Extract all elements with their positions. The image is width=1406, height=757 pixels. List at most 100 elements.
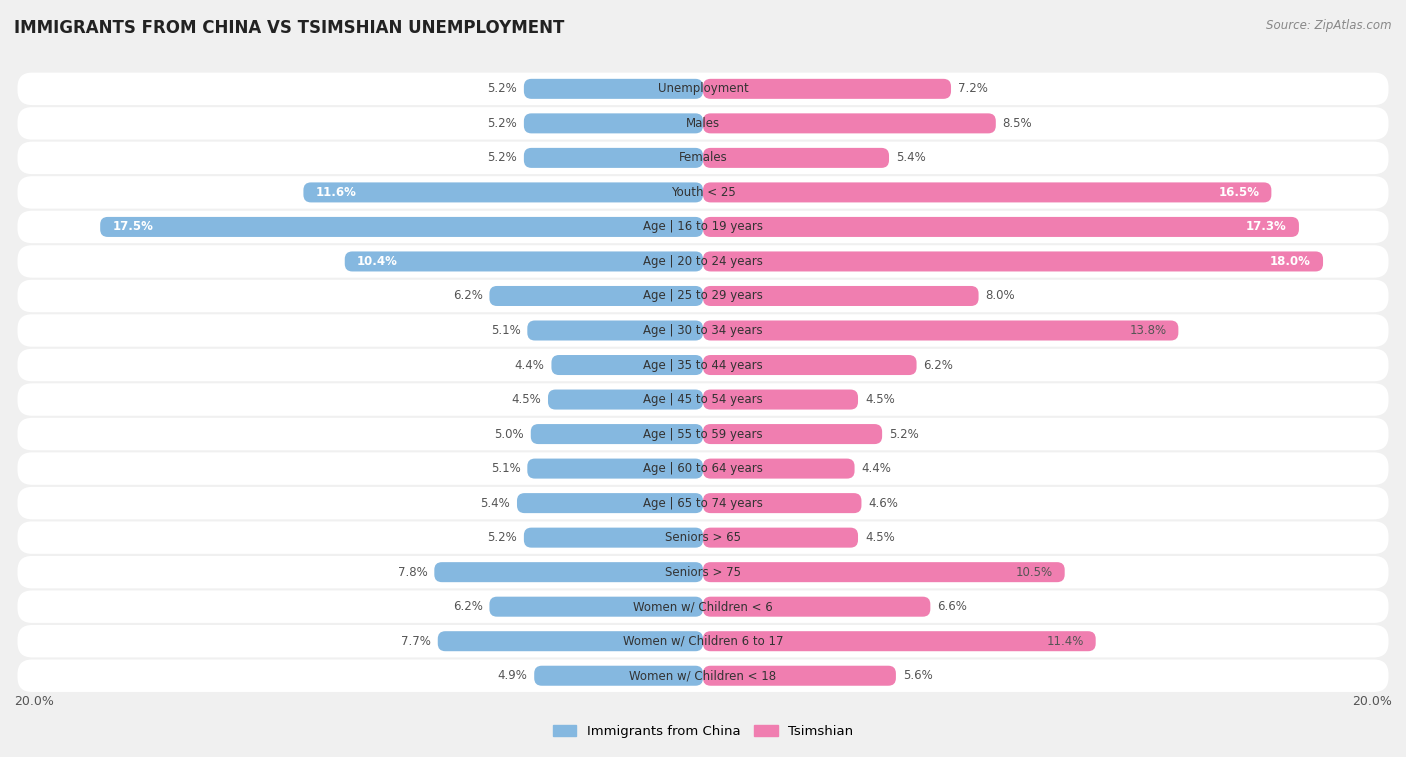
FancyBboxPatch shape xyxy=(703,459,855,478)
FancyBboxPatch shape xyxy=(17,349,1389,382)
Text: 17.5%: 17.5% xyxy=(112,220,153,233)
FancyBboxPatch shape xyxy=(524,528,703,547)
Text: Males: Males xyxy=(686,117,720,130)
FancyBboxPatch shape xyxy=(304,182,703,202)
Text: 13.8%: 13.8% xyxy=(1129,324,1167,337)
Text: 5.0%: 5.0% xyxy=(495,428,524,441)
FancyBboxPatch shape xyxy=(517,493,703,513)
FancyBboxPatch shape xyxy=(437,631,703,651)
Text: Age | 25 to 29 years: Age | 25 to 29 years xyxy=(643,289,763,303)
Text: 4.9%: 4.9% xyxy=(498,669,527,682)
Text: 20.0%: 20.0% xyxy=(1353,696,1392,709)
Text: Age | 55 to 59 years: Age | 55 to 59 years xyxy=(643,428,763,441)
FancyBboxPatch shape xyxy=(17,107,1389,139)
FancyBboxPatch shape xyxy=(703,79,950,99)
Text: 4.5%: 4.5% xyxy=(865,393,894,406)
Text: 4.4%: 4.4% xyxy=(515,359,544,372)
Text: 11.4%: 11.4% xyxy=(1046,634,1084,648)
FancyBboxPatch shape xyxy=(17,659,1389,692)
FancyBboxPatch shape xyxy=(551,355,703,375)
Text: 8.0%: 8.0% xyxy=(986,289,1015,303)
FancyBboxPatch shape xyxy=(703,597,931,617)
Text: 10.5%: 10.5% xyxy=(1015,565,1053,578)
FancyBboxPatch shape xyxy=(524,114,703,133)
FancyBboxPatch shape xyxy=(17,142,1389,174)
Text: 5.2%: 5.2% xyxy=(488,83,517,95)
Text: Women w/ Children 6 to 17: Women w/ Children 6 to 17 xyxy=(623,634,783,648)
Text: 6.2%: 6.2% xyxy=(453,289,482,303)
Text: 11.6%: 11.6% xyxy=(315,186,356,199)
FancyBboxPatch shape xyxy=(703,114,995,133)
FancyBboxPatch shape xyxy=(703,320,1178,341)
FancyBboxPatch shape xyxy=(17,522,1389,554)
Text: Seniors > 65: Seniors > 65 xyxy=(665,531,741,544)
Text: IMMIGRANTS FROM CHINA VS TSIMSHIAN UNEMPLOYMENT: IMMIGRANTS FROM CHINA VS TSIMSHIAN UNEMP… xyxy=(14,19,564,37)
Text: 6.2%: 6.2% xyxy=(453,600,482,613)
FancyBboxPatch shape xyxy=(524,148,703,168)
Text: Age | 30 to 34 years: Age | 30 to 34 years xyxy=(643,324,763,337)
FancyBboxPatch shape xyxy=(100,217,703,237)
Text: Age | 60 to 64 years: Age | 60 to 64 years xyxy=(643,462,763,475)
FancyBboxPatch shape xyxy=(527,320,703,341)
Text: Females: Females xyxy=(679,151,727,164)
Text: 5.4%: 5.4% xyxy=(896,151,925,164)
Text: 5.6%: 5.6% xyxy=(903,669,932,682)
FancyBboxPatch shape xyxy=(434,562,703,582)
FancyBboxPatch shape xyxy=(703,424,882,444)
FancyBboxPatch shape xyxy=(524,79,703,99)
FancyBboxPatch shape xyxy=(703,390,858,410)
FancyBboxPatch shape xyxy=(703,182,1271,202)
Text: 5.1%: 5.1% xyxy=(491,462,520,475)
Text: 18.0%: 18.0% xyxy=(1270,255,1310,268)
Legend: Immigrants from China, Tsimshian: Immigrants from China, Tsimshian xyxy=(547,719,859,743)
Text: Unemployment: Unemployment xyxy=(658,83,748,95)
Text: 5.2%: 5.2% xyxy=(488,117,517,130)
Text: Age | 65 to 74 years: Age | 65 to 74 years xyxy=(643,497,763,509)
FancyBboxPatch shape xyxy=(703,528,858,547)
Text: Women w/ Children < 6: Women w/ Children < 6 xyxy=(633,600,773,613)
FancyBboxPatch shape xyxy=(17,73,1389,105)
Text: 4.5%: 4.5% xyxy=(865,531,894,544)
FancyBboxPatch shape xyxy=(17,245,1389,278)
Text: 5.1%: 5.1% xyxy=(491,324,520,337)
FancyBboxPatch shape xyxy=(17,383,1389,416)
FancyBboxPatch shape xyxy=(17,280,1389,312)
FancyBboxPatch shape xyxy=(703,665,896,686)
FancyBboxPatch shape xyxy=(17,210,1389,243)
FancyBboxPatch shape xyxy=(17,487,1389,519)
Text: Age | 35 to 44 years: Age | 35 to 44 years xyxy=(643,359,763,372)
Text: 10.4%: 10.4% xyxy=(357,255,398,268)
FancyBboxPatch shape xyxy=(17,625,1389,657)
Text: 4.5%: 4.5% xyxy=(512,393,541,406)
FancyBboxPatch shape xyxy=(534,665,703,686)
FancyBboxPatch shape xyxy=(703,217,1299,237)
Text: 5.2%: 5.2% xyxy=(488,531,517,544)
Text: 8.5%: 8.5% xyxy=(1002,117,1032,130)
Text: 5.2%: 5.2% xyxy=(889,428,918,441)
FancyBboxPatch shape xyxy=(703,148,889,168)
Text: 7.7%: 7.7% xyxy=(401,634,430,648)
FancyBboxPatch shape xyxy=(489,286,703,306)
Text: Youth < 25: Youth < 25 xyxy=(671,186,735,199)
FancyBboxPatch shape xyxy=(344,251,703,272)
FancyBboxPatch shape xyxy=(17,418,1389,450)
FancyBboxPatch shape xyxy=(17,176,1389,209)
Text: Age | 45 to 54 years: Age | 45 to 54 years xyxy=(643,393,763,406)
Text: 5.4%: 5.4% xyxy=(481,497,510,509)
Text: 16.5%: 16.5% xyxy=(1219,186,1260,199)
Text: 6.6%: 6.6% xyxy=(938,600,967,613)
FancyBboxPatch shape xyxy=(703,562,1064,582)
FancyBboxPatch shape xyxy=(17,590,1389,623)
FancyBboxPatch shape xyxy=(703,493,862,513)
Text: Seniors > 75: Seniors > 75 xyxy=(665,565,741,578)
Text: 4.6%: 4.6% xyxy=(869,497,898,509)
Text: 5.2%: 5.2% xyxy=(488,151,517,164)
FancyBboxPatch shape xyxy=(527,459,703,478)
FancyBboxPatch shape xyxy=(489,597,703,617)
Text: 20.0%: 20.0% xyxy=(14,696,53,709)
FancyBboxPatch shape xyxy=(703,355,917,375)
Text: Women w/ Children < 18: Women w/ Children < 18 xyxy=(630,669,776,682)
Text: 17.3%: 17.3% xyxy=(1246,220,1286,233)
Text: 6.2%: 6.2% xyxy=(924,359,953,372)
Text: 7.2%: 7.2% xyxy=(957,83,988,95)
